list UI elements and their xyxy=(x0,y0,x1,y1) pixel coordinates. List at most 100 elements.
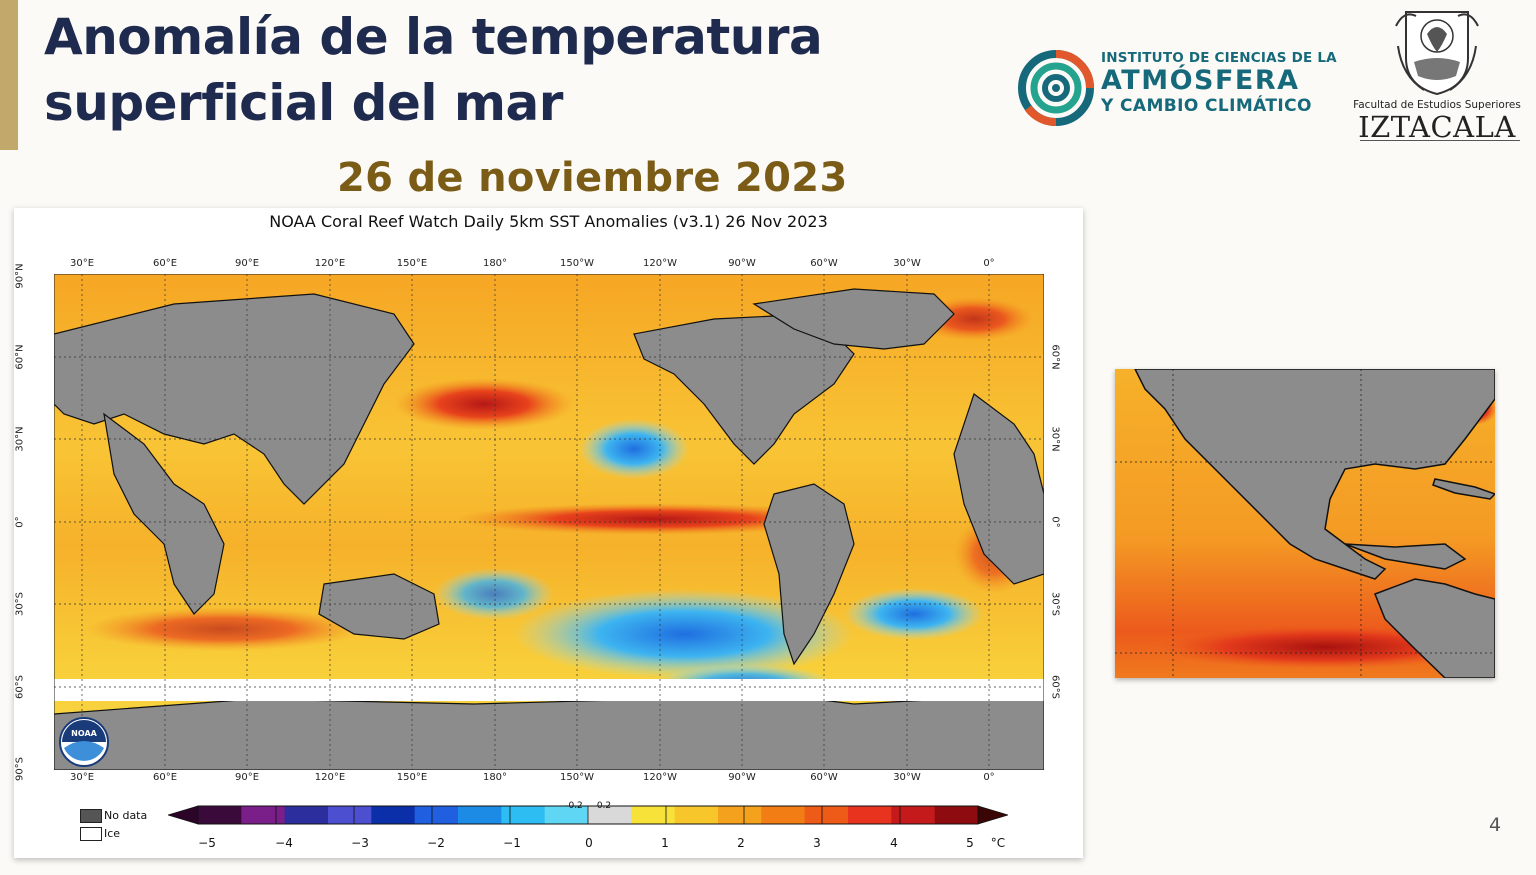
colorbar xyxy=(168,805,1008,825)
inset-land-north-america xyxy=(1134,369,1495,580)
colorbar-cell xyxy=(761,806,806,824)
colorbar-label: −5 xyxy=(198,836,216,850)
sst-anomaly-map: NOAA xyxy=(54,274,1044,770)
colorbar-label: −4 xyxy=(275,836,293,850)
colorbar-cell xyxy=(891,806,936,824)
inset-gridlines xyxy=(1115,369,1495,678)
zoom-inset-map xyxy=(1115,369,1495,678)
slide-date: 26 de noviembre 2023 xyxy=(337,155,848,201)
inset-land-cuba xyxy=(1432,478,1495,500)
lon-tick-bottom: 90°E xyxy=(234,772,260,783)
colorbar-label: 4 xyxy=(890,836,898,850)
colorbar-cell xyxy=(934,806,979,824)
title-line-1: Anomalía de la temperatura xyxy=(44,8,823,66)
land-eurasia xyxy=(54,293,415,505)
cold-anomaly-south-atlantic xyxy=(844,588,984,640)
lat-tick-left: 90°S xyxy=(14,756,26,782)
lon-tick-top: 120°W xyxy=(643,258,677,269)
icacc-emblem-icon xyxy=(1018,50,1094,127)
colorbar-label: 0 xyxy=(585,836,593,850)
lat-tick-left: 30°S xyxy=(14,591,26,617)
lat-tick-right: 30°N xyxy=(1049,426,1061,452)
land-australia xyxy=(318,573,440,640)
lat-tick-left: 0° xyxy=(14,516,26,528)
lon-tick-top: 0° xyxy=(983,258,995,269)
colorbar-small-label: -0.2 xyxy=(565,801,583,811)
ice-label: Ice xyxy=(104,827,121,840)
colorbar-unit: °C xyxy=(990,836,1006,850)
lon-tick-top: 180° xyxy=(482,258,508,269)
icacc-logo: INSTITUTO DE CIENCIAS DE LA ATMÓSFERA Y … xyxy=(1018,48,1338,130)
lon-tick-bottom: 60°W xyxy=(810,772,838,783)
lon-tick-bottom: 180° xyxy=(482,772,508,783)
lon-tick-bottom: 60°E xyxy=(152,772,178,783)
lat-tick-left: 60°S xyxy=(14,674,26,700)
lon-tick-bottom: 0° xyxy=(983,772,995,783)
colorbar-cell xyxy=(718,806,762,824)
icacc-line-1: INSTITUTO DE CIENCIAS DE LA xyxy=(1101,50,1337,66)
noaa-logo: NOAA xyxy=(59,717,109,767)
colorbar-cell xyxy=(284,806,329,824)
lon-tick-bottom: 30°E xyxy=(69,772,95,783)
colorbar-label: 2 xyxy=(737,836,745,850)
warm-anomaly-north-pacific xyxy=(394,378,574,430)
unam-iztacala-logo: Facultad de Estudios Superiores IZTACALA xyxy=(1352,6,1522,144)
land-antarctica xyxy=(54,693,1044,770)
lon-tick-bottom: 150°W xyxy=(560,772,594,783)
lat-tick-right: 0° xyxy=(1049,516,1061,528)
lon-tick-bottom: 30°W xyxy=(893,772,921,783)
colorbar-cell xyxy=(414,806,459,824)
lat-tick-right: 30°S xyxy=(1049,591,1061,617)
lat-tick-left: 30°N xyxy=(14,426,26,452)
cold-anomaly-central-pacific xyxy=(579,419,689,479)
colorbar-cell xyxy=(588,806,632,824)
noaa-logo-text: NOAA xyxy=(71,729,97,738)
colorbar-cell xyxy=(848,806,892,824)
icacc-line-3: Y CAMBIO CLIMÁTICO xyxy=(1101,96,1312,116)
lon-tick-top: 120°E xyxy=(314,258,346,269)
accent-bar xyxy=(0,0,18,150)
lon-tick-top: 30°W xyxy=(893,258,921,269)
lon-tick-top: 30°E xyxy=(69,258,95,269)
warm-anomaly-equatorial-pacific xyxy=(454,503,854,535)
lon-tick-top: 150°E xyxy=(396,258,428,269)
unam-subtitle: Facultad de Estudios Superiores xyxy=(1353,99,1521,111)
map-title: NOAA Coral Reef Watch Daily 5km SST Anom… xyxy=(269,212,828,231)
colorbar-label: 3 xyxy=(813,836,821,850)
land-south-america xyxy=(763,483,855,666)
land-greenland-arctic xyxy=(752,288,955,350)
lon-tick-top: 150°W xyxy=(560,258,594,269)
colorbar-label: 5 xyxy=(966,836,974,850)
lat-tick-right: 60°N xyxy=(1049,344,1061,370)
colorbar-label: −3 xyxy=(351,836,369,850)
title-line-2: superficial del mar xyxy=(44,74,563,132)
sst-anomaly-map-card: NOAA Coral Reef Watch Daily 5km SST Anom… xyxy=(14,208,1083,858)
colorbar-cell xyxy=(804,806,849,824)
colorbar-cell xyxy=(241,806,286,824)
unam-shield-icon xyxy=(1395,11,1479,96)
colorbar-cell xyxy=(674,806,719,824)
no-data-label: No data xyxy=(104,809,148,822)
lon-tick-top: 90°W xyxy=(728,258,756,269)
ice-swatch xyxy=(80,827,102,841)
sea-ice-band xyxy=(54,679,1044,701)
lon-tick-top: 60°W xyxy=(810,258,838,269)
colorbar-cell xyxy=(631,806,676,824)
inset-land-central-america xyxy=(1344,543,1467,570)
colorbar-label: 1 xyxy=(661,836,669,850)
cold-anomaly-south-pacific xyxy=(514,589,854,679)
icacc-line-2: ATMÓSFERA xyxy=(1101,65,1300,96)
warm-anomaly-indian-ocean xyxy=(84,607,364,651)
page-number: 4 xyxy=(1489,814,1502,836)
lon-tick-bottom: 120°E xyxy=(314,772,346,783)
colorbar-cell xyxy=(544,806,589,824)
colorbar-small-label: 0.2 xyxy=(596,801,612,811)
colorbar-cell xyxy=(328,806,372,824)
lat-tick-left: 60°N xyxy=(14,344,26,370)
colorbar-cell xyxy=(501,806,546,824)
unam-name: IZTACALA xyxy=(1358,110,1516,144)
colorbar-cell xyxy=(458,806,502,824)
colorbar-cell xyxy=(371,806,416,824)
lon-tick-top: 60°E xyxy=(152,258,178,269)
land-masses xyxy=(54,288,1044,770)
